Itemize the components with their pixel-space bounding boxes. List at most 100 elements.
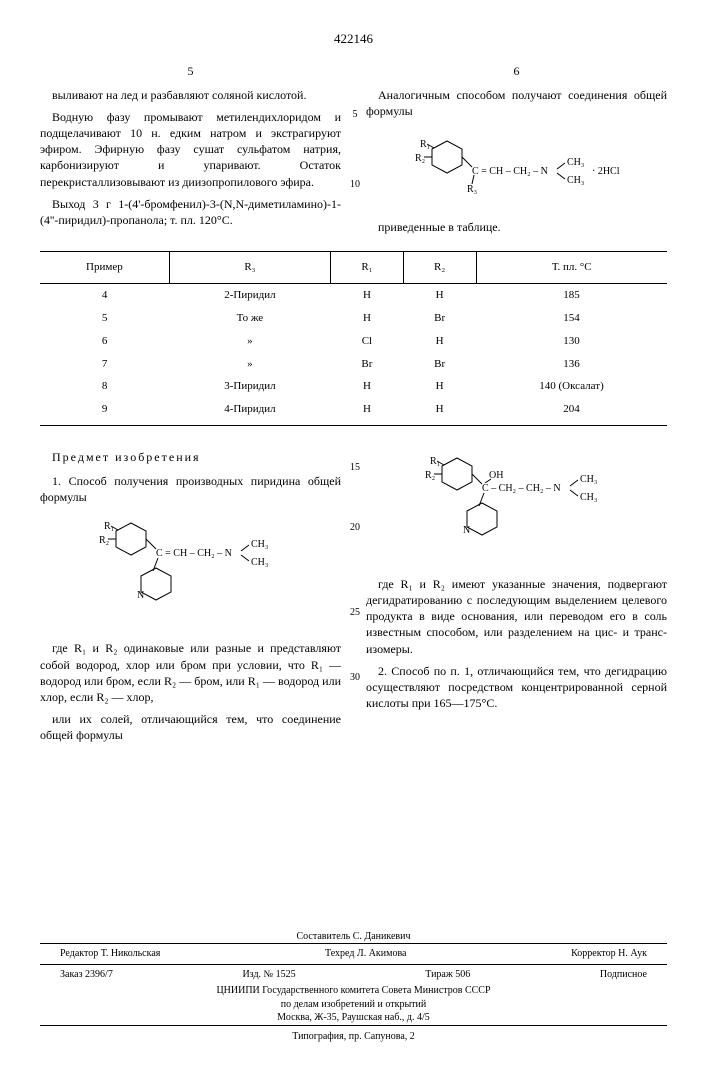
claim-2: 2. Способ по п. 1, отличающийся тем, что… <box>366 663 667 712</box>
footer-compiler: Составитель С. Даникевич <box>40 930 667 944</box>
claim-1-where: где R₁ и R₂ одинаковые или разные и пред… <box>40 640 341 705</box>
formula-ch3: CH₃ <box>567 157 584 168</box>
table-row: 94-ПиридилHH204 <box>40 398 667 425</box>
footer-corrector: Корректор Н. Аук <box>571 947 647 961</box>
svg-text:N: N <box>137 590 144 601</box>
table-cell: То же <box>169 307 330 330</box>
svg-text:C = CH – CH₂ – N: C = CH – CH₂ – N <box>472 166 548 177</box>
footer-sub: Подписное <box>600 968 647 982</box>
para-left-1: выливают на лед и разбавляют соляной кис… <box>40 87 341 103</box>
table-cell: H <box>403 283 476 306</box>
table-cell: 185 <box>476 283 667 306</box>
table-row: 42-ПиридилHH185 <box>40 283 667 306</box>
footer-izd: Изд. № 1525 <box>242 968 295 982</box>
svg-text:R₂: R₂ <box>425 470 435 481</box>
svg-text:CH₃: CH₃ <box>580 474 597 485</box>
svg-text:CH₃: CH₃ <box>251 539 268 550</box>
table-row: 7»BrBr136 <box>40 353 667 376</box>
footer-org1: ЦНИИПИ Государственного комитета Совета … <box>40 984 667 998</box>
table-cell: H <box>331 375 404 398</box>
para-left-2: Водную фазу промывают метилендихлоридом … <box>40 109 341 190</box>
table-header-row: Пример R₃ R₁ R₂ Т. пл. °C <box>40 252 667 284</box>
table-cell: 3-Пиридил <box>169 375 330 398</box>
table-cell: H <box>403 398 476 425</box>
table-row: 83-ПиридилHH140 (Оксалат) <box>40 375 667 398</box>
table-cell: H <box>331 398 404 425</box>
svg-text:CH₃: CH₃ <box>251 557 268 568</box>
table-cell: 154 <box>476 307 667 330</box>
table-cell: 7 <box>40 353 169 376</box>
chemical-formula-1: R₁ R₂ C = CH – CH₂ – N CH₃ CH₃ R₃ · 2HCl <box>366 129 667 209</box>
page-number-right: 6 <box>366 63 667 79</box>
table-cell: 9 <box>40 398 169 425</box>
para-right-2: приведенные в таблице. <box>366 219 667 235</box>
chemical-formula-2: R₁ R₂ C = CH – CH₂ – N CH₃ CH₃ N <box>40 516 341 631</box>
table-cell: H <box>331 283 404 306</box>
footer-editors-row: Редактор Т. Никольская Техред Л. Акимова… <box>40 943 667 964</box>
line-marker: 15 <box>348 461 362 475</box>
lower-columns: Предмет изобретения 1. Способ получения … <box>40 441 667 750</box>
claim-1-salts: или их солей, отличающийся тем, что соед… <box>40 711 341 743</box>
table-cell: 136 <box>476 353 667 376</box>
table-cell: Br <box>403 307 476 330</box>
line-marker: 20 <box>348 521 362 535</box>
para-right-1: Аналогичным способом получают соединения… <box>366 87 667 119</box>
table-cell: 2-Пиридил <box>169 283 330 306</box>
data-table: Пример R₃ R₁ R₂ Т. пл. °C 42-ПиридилHH18… <box>40 251 667 426</box>
table-cell: 4-Пиридил <box>169 398 330 425</box>
upper-columns: 5 выливают на лед и разбавляют соляной к… <box>40 63 667 242</box>
table-cell: 204 <box>476 398 667 425</box>
footer-order: Заказ 2396/7 <box>60 968 113 982</box>
table-cell: 130 <box>476 330 667 353</box>
line-marker: 10 <box>348 178 362 192</box>
line-marker: 25 <box>348 606 362 620</box>
table-cell: Br <box>331 353 404 376</box>
line-marker: 5 <box>348 108 362 122</box>
footer-tech: Техред Л. Акимова <box>325 947 407 961</box>
table-cell: H <box>331 307 404 330</box>
table-header: R₂ <box>403 252 476 284</box>
footer-addr: Москва, Ж-35, Раушская наб., д. 4/5 <box>40 1011 667 1025</box>
footer-editor: Редактор Т. Никольская <box>60 947 160 961</box>
right-column: 5 10 6 Аналогичным способом получают сое… <box>366 63 667 242</box>
table-row: 5То жеHBr154 <box>40 307 667 330</box>
footer-tirazh: Тираж 506 <box>425 968 470 982</box>
chemical-formula-3: R₁ R₂ OH C – CH₂ – CH₂ – N CH₃ CH₃ N <box>366 451 667 566</box>
line-marker: 30 <box>348 671 362 685</box>
table-cell: 140 (Оксалат) <box>476 375 667 398</box>
claims-left-column: Предмет изобретения 1. Способ получения … <box>40 441 341 750</box>
formula-r3: R₃ <box>467 184 477 195</box>
footer: Составитель С. Даникевич Редактор Т. Ник… <box>40 930 667 1048</box>
left-column: 5 выливают на лед и разбавляют соляной к… <box>40 63 341 242</box>
formula-hcl: · 2HCl <box>592 166 620 177</box>
claim-1-where-right: где R₁ и R₂ имеют указанные значения, по… <box>366 576 667 657</box>
table-cell: Br <box>403 353 476 376</box>
table-header: R₃ <box>169 252 330 284</box>
table-cell: 8 <box>40 375 169 398</box>
table-cell: 6 <box>40 330 169 353</box>
table-cell: » <box>169 353 330 376</box>
svg-text:C – CH₂ – CH₂ – N: C – CH₂ – CH₂ – N <box>482 483 561 494</box>
formula-r2: R₂ <box>415 153 425 164</box>
table-header: Т. пл. °C <box>476 252 667 284</box>
page-number-left: 5 <box>40 63 341 79</box>
para-left-3: Выход 3 г 1-(4'-бромфенил)-3-(N,N-димети… <box>40 196 341 228</box>
table-header: Пример <box>40 252 169 284</box>
footer-order-row: Заказ 2396/7 Изд. № 1525 Тираж 506 Подпи… <box>40 964 667 985</box>
claim-1-intro: 1. Способ получения производных пиридина… <box>40 473 341 505</box>
svg-text:N: N <box>463 525 470 536</box>
formula-ch3: CH₃ <box>567 175 584 186</box>
patent-number: 422146 <box>40 30 667 48</box>
table-header: R₁ <box>331 252 404 284</box>
table-cell: 4 <box>40 283 169 306</box>
svg-text:C = CH – CH₂ – N: C = CH – CH₂ – N <box>156 548 232 559</box>
table-cell: Cl <box>331 330 404 353</box>
table-cell: H <box>403 375 476 398</box>
claims-right-column: 15 20 25 30 R₁ R₂ OH C – CH₂ – CH₂ – N C… <box>366 441 667 750</box>
section-title: Предмет изобретения <box>40 449 341 465</box>
footer-typo: Типография, пр. Сапунова, 2 <box>40 1025 667 1048</box>
table-cell: 5 <box>40 307 169 330</box>
table-cell: H <box>403 330 476 353</box>
svg-text:CH₃: CH₃ <box>580 492 597 503</box>
table-row: 6»ClH130 <box>40 330 667 353</box>
